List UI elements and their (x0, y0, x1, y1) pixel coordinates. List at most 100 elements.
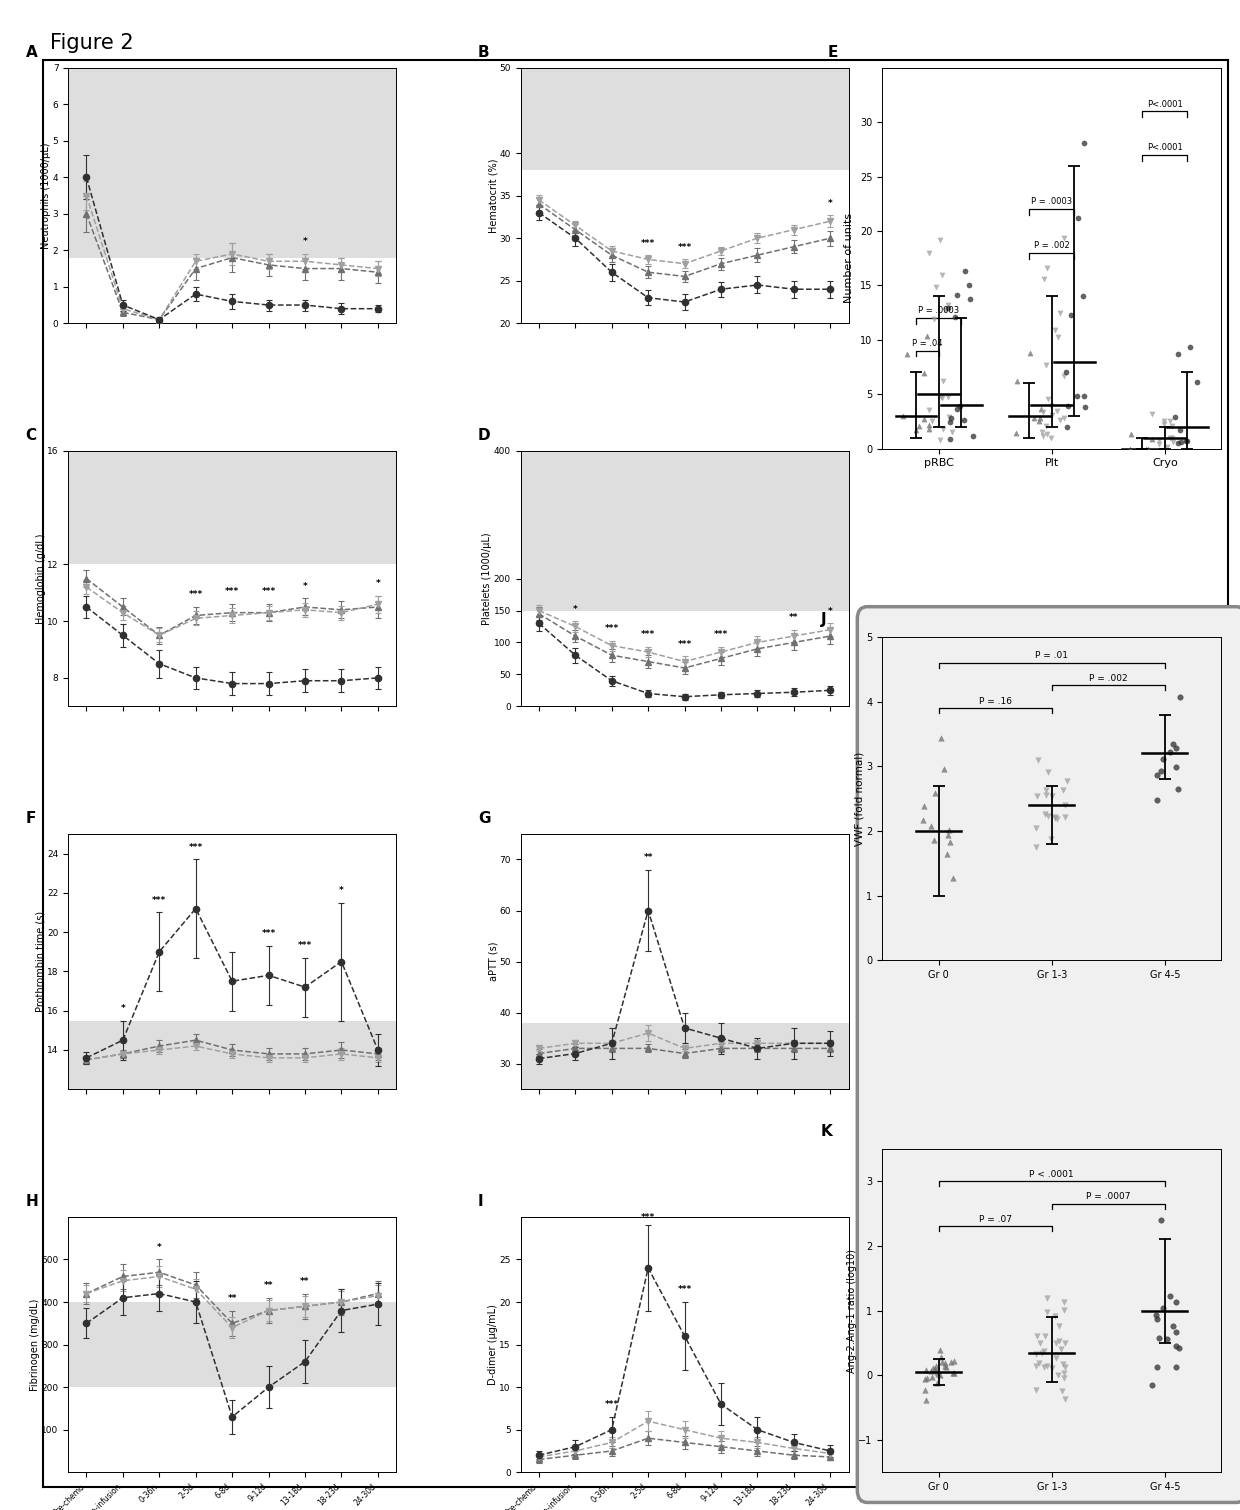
Point (1042, 1356, 1061, 1380)
Text: ***: *** (641, 630, 655, 639)
Point (915, 794, 935, 818)
Point (928, 1371, 947, 1395)
Point (940, 831, 960, 855)
Point (1042, 784, 1061, 808)
Point (1055, 793, 1075, 817)
Point (1159, 740, 1179, 764)
Y-axis label: Fibrinogen (mg/dL): Fibrinogen (mg/dL) (30, 1299, 40, 1391)
Point (930, 228, 950, 252)
Text: *: * (573, 604, 578, 613)
Bar (68, 451, 396, 565)
Point (1167, 1333, 1187, 1357)
Point (921, 1359, 941, 1383)
Point (921, 814, 941, 838)
Bar (521, 68, 848, 171)
Text: ***: *** (188, 843, 203, 852)
Point (936, 1356, 956, 1380)
Text: *: * (339, 886, 343, 895)
Y-axis label: VWF (fold normal): VWF (fold normal) (854, 752, 864, 846)
Point (925, 781, 945, 805)
Point (1179, 335, 1199, 359)
Text: ***: *** (224, 587, 239, 596)
Point (1138, 436, 1158, 461)
Text: ***: *** (677, 243, 692, 252)
Point (1043, 403, 1063, 427)
Point (1163, 1314, 1183, 1338)
Point (1037, 423, 1056, 447)
Text: P<.0001: P<.0001 (1147, 143, 1183, 153)
Text: P = .0003: P = .0003 (1032, 198, 1073, 207)
Point (915, 1368, 935, 1392)
Point (916, 1388, 936, 1412)
Point (1168, 430, 1188, 455)
Point (1164, 405, 1184, 429)
Point (918, 323, 937, 347)
Y-axis label: Number of units: Number of units (844, 213, 854, 304)
Text: P = .04: P = .04 (913, 338, 942, 347)
Point (1157, 1326, 1177, 1350)
Text: **: ** (227, 1294, 237, 1303)
Point (1168, 776, 1188, 800)
Text: ***: *** (262, 929, 275, 938)
Point (1147, 1354, 1167, 1379)
Text: ***: *** (188, 590, 203, 599)
Point (1027, 784, 1047, 808)
Text: ***: *** (641, 1213, 655, 1222)
Point (932, 385, 952, 409)
Point (1171, 418, 1190, 442)
Point (932, 263, 952, 287)
Point (925, 1357, 945, 1382)
Point (1073, 284, 1092, 308)
Point (916, 1357, 936, 1382)
Point (1148, 432, 1168, 456)
Point (1037, 1285, 1056, 1309)
Legend: Grade 0 CRS, Grade 1-3 CRS, Grade ≥4 CRS: Grade 0 CRS, Grade 1-3 CRS, Grade ≥4 CRS (875, 1379, 985, 1430)
Point (931, 726, 951, 750)
Point (939, 817, 959, 841)
Y-axis label: D-dimer (μg/mL): D-dimer (μg/mL) (489, 1305, 498, 1385)
Text: C: C (26, 429, 37, 444)
Point (1050, 408, 1070, 432)
Point (1035, 782, 1055, 806)
Point (1052, 1338, 1071, 1362)
Text: H: H (26, 1194, 38, 1210)
Point (1054, 1291, 1074, 1315)
Point (1047, 1330, 1066, 1354)
Point (1049, 1314, 1069, 1338)
Point (1045, 1345, 1065, 1370)
Text: *: * (376, 578, 381, 587)
Y-axis label: Hemoglobin (g/dL): Hemoglobin (g/dL) (36, 533, 46, 624)
Point (919, 240, 939, 264)
Point (1054, 1365, 1074, 1389)
Text: P = .07: P = .07 (978, 1216, 1012, 1225)
Point (940, 427, 960, 451)
Point (1169, 1336, 1189, 1361)
Point (1032, 420, 1052, 444)
Point (932, 417, 952, 441)
Point (937, 823, 957, 847)
Point (937, 385, 957, 409)
Text: **: ** (789, 613, 799, 622)
Point (1034, 1354, 1054, 1379)
Point (961, 287, 981, 311)
Point (947, 397, 967, 421)
Point (1007, 368, 1027, 393)
Point (924, 307, 944, 331)
Point (1066, 384, 1086, 408)
Point (1056, 359, 1076, 384)
Point (1037, 257, 1056, 281)
Point (1054, 1297, 1074, 1321)
Point (913, 808, 932, 832)
Point (1033, 424, 1053, 448)
Point (1068, 205, 1087, 230)
Point (1055, 1388, 1075, 1412)
Point (1121, 421, 1141, 445)
Point (1053, 778, 1073, 802)
Point (1024, 406, 1044, 430)
Point (1171, 430, 1190, 455)
Point (1055, 805, 1075, 829)
Point (906, 418, 926, 442)
Point (918, 1367, 937, 1391)
Text: P = .0003: P = .0003 (918, 307, 960, 316)
Text: I: I (479, 1194, 484, 1210)
